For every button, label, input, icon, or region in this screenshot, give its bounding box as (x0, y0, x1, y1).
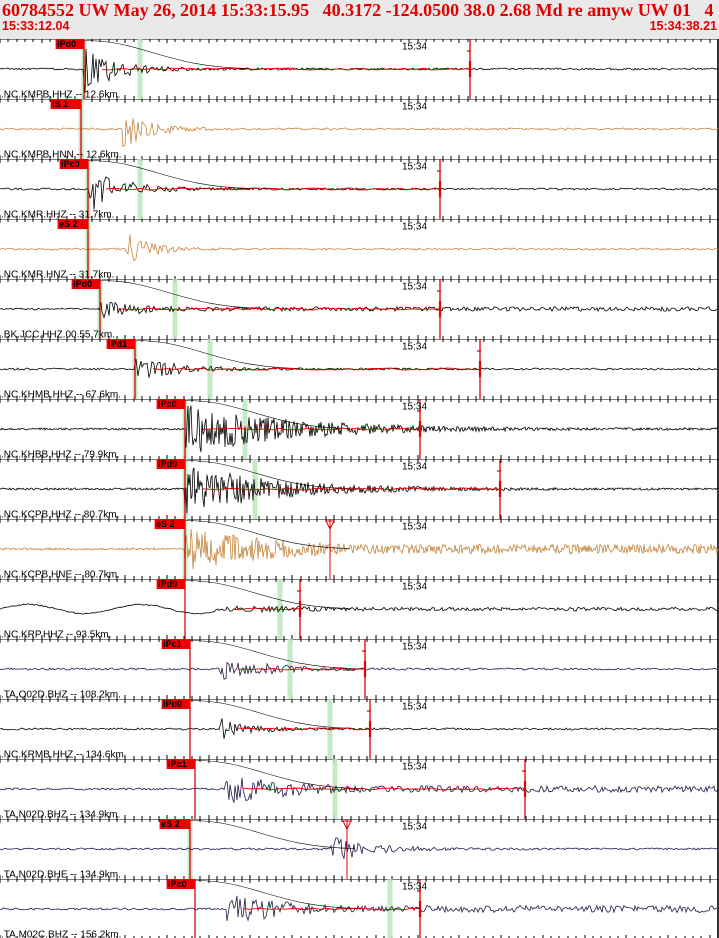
svg-text:.NC.KCPB.HNE -- 80.7km.: .NC.KCPB.HNE -- 80.7km. (1, 570, 120, 580)
svg-text:eS 2: eS 2 (161, 819, 180, 829)
svg-text:iPc0: iPc0 (61, 159, 80, 169)
svg-text:.TA.M02C.BHZ -- 156.2km.: .TA.M02C.BHZ -- 156.2km. (1, 930, 121, 938)
svg-text:15:34: 15:34 (402, 762, 427, 773)
svg-text:eS 2: eS 2 (156, 519, 175, 529)
svg-text:iPd0: iPd0 (158, 579, 177, 589)
svg-text:.NC.KRP.HHZ -- 93.5km.: .NC.KRP.HHZ -- 93.5km. (1, 630, 111, 640)
svg-text:15:34: 15:34 (402, 222, 427, 233)
svg-text:15:34: 15:34 (402, 642, 427, 653)
svg-text:15:34: 15:34 (402, 582, 427, 593)
svg-text:.NC.KHBB.HHZ -- 79.9km.: .NC.KHBB.HHZ -- 79.9km. (1, 450, 119, 460)
svg-text:.NC.KCPB.HHZ -- 80.7km.: .NC.KCPB.HHZ -- 80.7km. (1, 510, 119, 520)
svg-text:iPc1: iPc1 (168, 759, 187, 769)
svg-text:.NC.KMR.HHZ -- 31.7km.: .NC.KMR.HHZ -- 31.7km. (1, 210, 114, 220)
svg-text:.BK.JCC.HHZ.00.55.7km.: .BK.JCC.HHZ.00.55.7km. (1, 330, 115, 340)
svg-text:.TA.Q02D.BHZ -- 108.2km.: .TA.Q02D.BHZ -- 108.2km. (1, 690, 121, 700)
svg-text:15:34: 15:34 (402, 42, 427, 53)
svg-text:15:34: 15:34 (402, 522, 427, 533)
svg-text:iPc0: iPc0 (158, 399, 177, 409)
svg-text:.NC.KMR.HNZ -- 31.7km.: .NC.KMR.HNZ -- 31.7km. (1, 270, 114, 280)
svg-text:15:34: 15:34 (402, 162, 427, 173)
svg-text:15:34: 15:34 (402, 882, 427, 893)
svg-text:iPd0: iPd0 (57, 39, 76, 49)
svg-text:iPd0: iPd0 (73, 279, 92, 289)
svg-text:.TA.N02D.BHZ -- 134.9km.: .TA.N02D.BHZ -- 134.9km. (1, 810, 120, 820)
svg-text:15:34: 15:34 (402, 282, 427, 293)
svg-text:iPc1: iPc1 (163, 639, 182, 649)
svg-text:15:34: 15:34 (402, 822, 427, 833)
svg-text:15:34: 15:34 (402, 702, 427, 713)
svg-text:15:34: 15:34 (402, 102, 427, 113)
svg-text:15:34: 15:34 (402, 462, 427, 473)
svg-text:.NC.KRMB.HHZ -- 134.6km.: .NC.KRMB.HHZ -- 134.6km. (1, 750, 127, 760)
svg-text:iPd0: iPd0 (158, 459, 177, 469)
svg-text:iPd0: iPd0 (163, 699, 182, 709)
svg-text:eS 2: eS 2 (59, 219, 78, 229)
svg-text:iPc0: iPc0 (168, 879, 187, 889)
svg-text:15:34: 15:34 (402, 342, 427, 353)
svg-text:.NC.KMPB.HNN -- 12.6km.: .NC.KMPB.HNN -- 12.6km. (1, 150, 122, 160)
svg-text:.NC.KHMB.HHZ -- 67.6km.: .NC.KHMB.HHZ -- 67.6km. (1, 390, 121, 400)
svg-text:iPd1: iPd1 (108, 339, 127, 349)
svg-text:.NC.KMPB.HHZ -- 12.6km.: .NC.KMPB.HHZ -- 12.6km. (1, 90, 120, 100)
svg-text:iS 1: iS 1 (52, 99, 68, 109)
svg-text:.TA.N02D.BHE -- 134.9km.: .TA.N02D.BHE -- 134.9km. (1, 870, 121, 880)
svg-text:15:34: 15:34 (402, 402, 427, 413)
